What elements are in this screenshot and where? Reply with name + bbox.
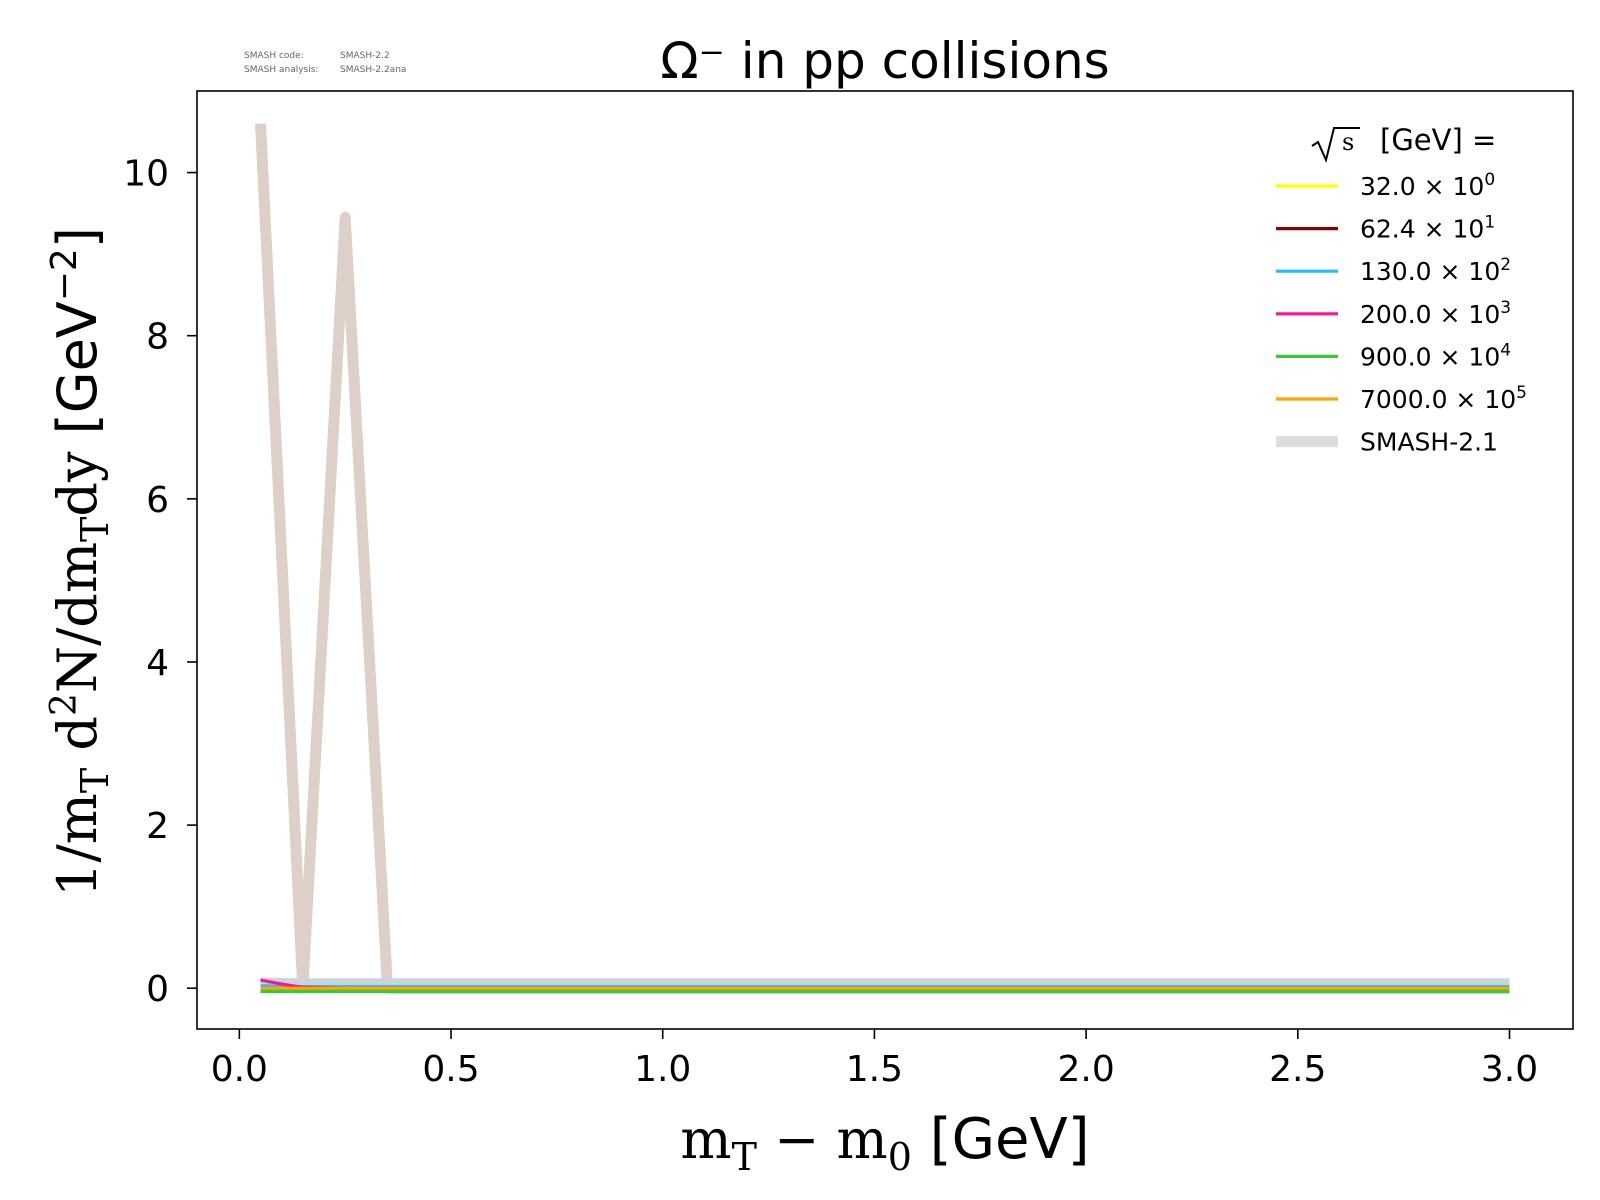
x-tick-label: 2.5 xyxy=(1269,1049,1326,1090)
plot-area xyxy=(196,90,1574,1030)
x-axis: 0.0 0.5 1.0 1.5 2.0 2.5 3.0 xyxy=(211,1029,1538,1090)
x-tick-label: 1.5 xyxy=(846,1049,903,1090)
legend-entry-label: 130.0 × 102 xyxy=(1360,255,1511,286)
legend-entry-label: 32.0 × 100 xyxy=(1360,170,1495,201)
x-axis-label: mT − m0 [GeV] xyxy=(680,1107,1089,1179)
x-tick-label: 0.0 xyxy=(211,1049,268,1090)
y-tick-label: 8 xyxy=(146,317,169,358)
y-axis-label: 1/mT d2N/dmTdy [GeV−2] xyxy=(44,227,117,897)
legend-title: s [GeV] = xyxy=(1311,123,1496,164)
legend-title-text: [GeV] = xyxy=(1380,123,1496,157)
series-line-2 xyxy=(260,984,1510,989)
legend-entry-label: 7000.0 × 105 xyxy=(1360,383,1527,414)
y-tick-label: 0 xyxy=(146,969,169,1010)
series-line-smash-2-1 xyxy=(255,123,1510,994)
sqrt-symbol xyxy=(1311,127,1360,164)
legend-title-s: s xyxy=(1342,128,1354,156)
y-tick-label: 4 xyxy=(146,643,169,684)
legend-entry-label: 62.4 × 101 xyxy=(1360,213,1495,244)
legend: s [GeV] = 32.0 × 100 62.4 × 101 130.0 × 10… xyxy=(1276,123,1527,457)
y-tick-label: 10 xyxy=(123,154,169,195)
chart-title: Ω⁻ in pp collisions xyxy=(660,32,1109,90)
meta-code-value: SMASH-2.2 xyxy=(340,51,390,61)
x-tick-label: 3.0 xyxy=(1481,1049,1538,1090)
y-tick-label: 2 xyxy=(146,806,169,847)
x-tick-label: 0.5 xyxy=(422,1049,479,1090)
x-tick-label: 2.0 xyxy=(1057,1049,1114,1090)
meta-analysis-value: SMASH-2.2ana xyxy=(340,65,406,75)
legend-entry-reference: SMASH-2.1 xyxy=(1360,428,1498,457)
x-tick-label: 1.0 xyxy=(634,1049,691,1090)
reference-band xyxy=(260,977,1510,989)
legend-entry-label: 900.0 × 104 xyxy=(1360,340,1511,371)
y-axis: 0 2 4 6 8 10 xyxy=(123,154,197,1010)
meta-analysis-label: SMASH analysis: xyxy=(244,65,318,75)
y-tick-label: 6 xyxy=(146,480,169,521)
legend-entry-label: 200.0 × 103 xyxy=(1360,298,1511,329)
plot-frame xyxy=(196,90,1574,1030)
meta-code-label: SMASH code: xyxy=(244,51,304,61)
